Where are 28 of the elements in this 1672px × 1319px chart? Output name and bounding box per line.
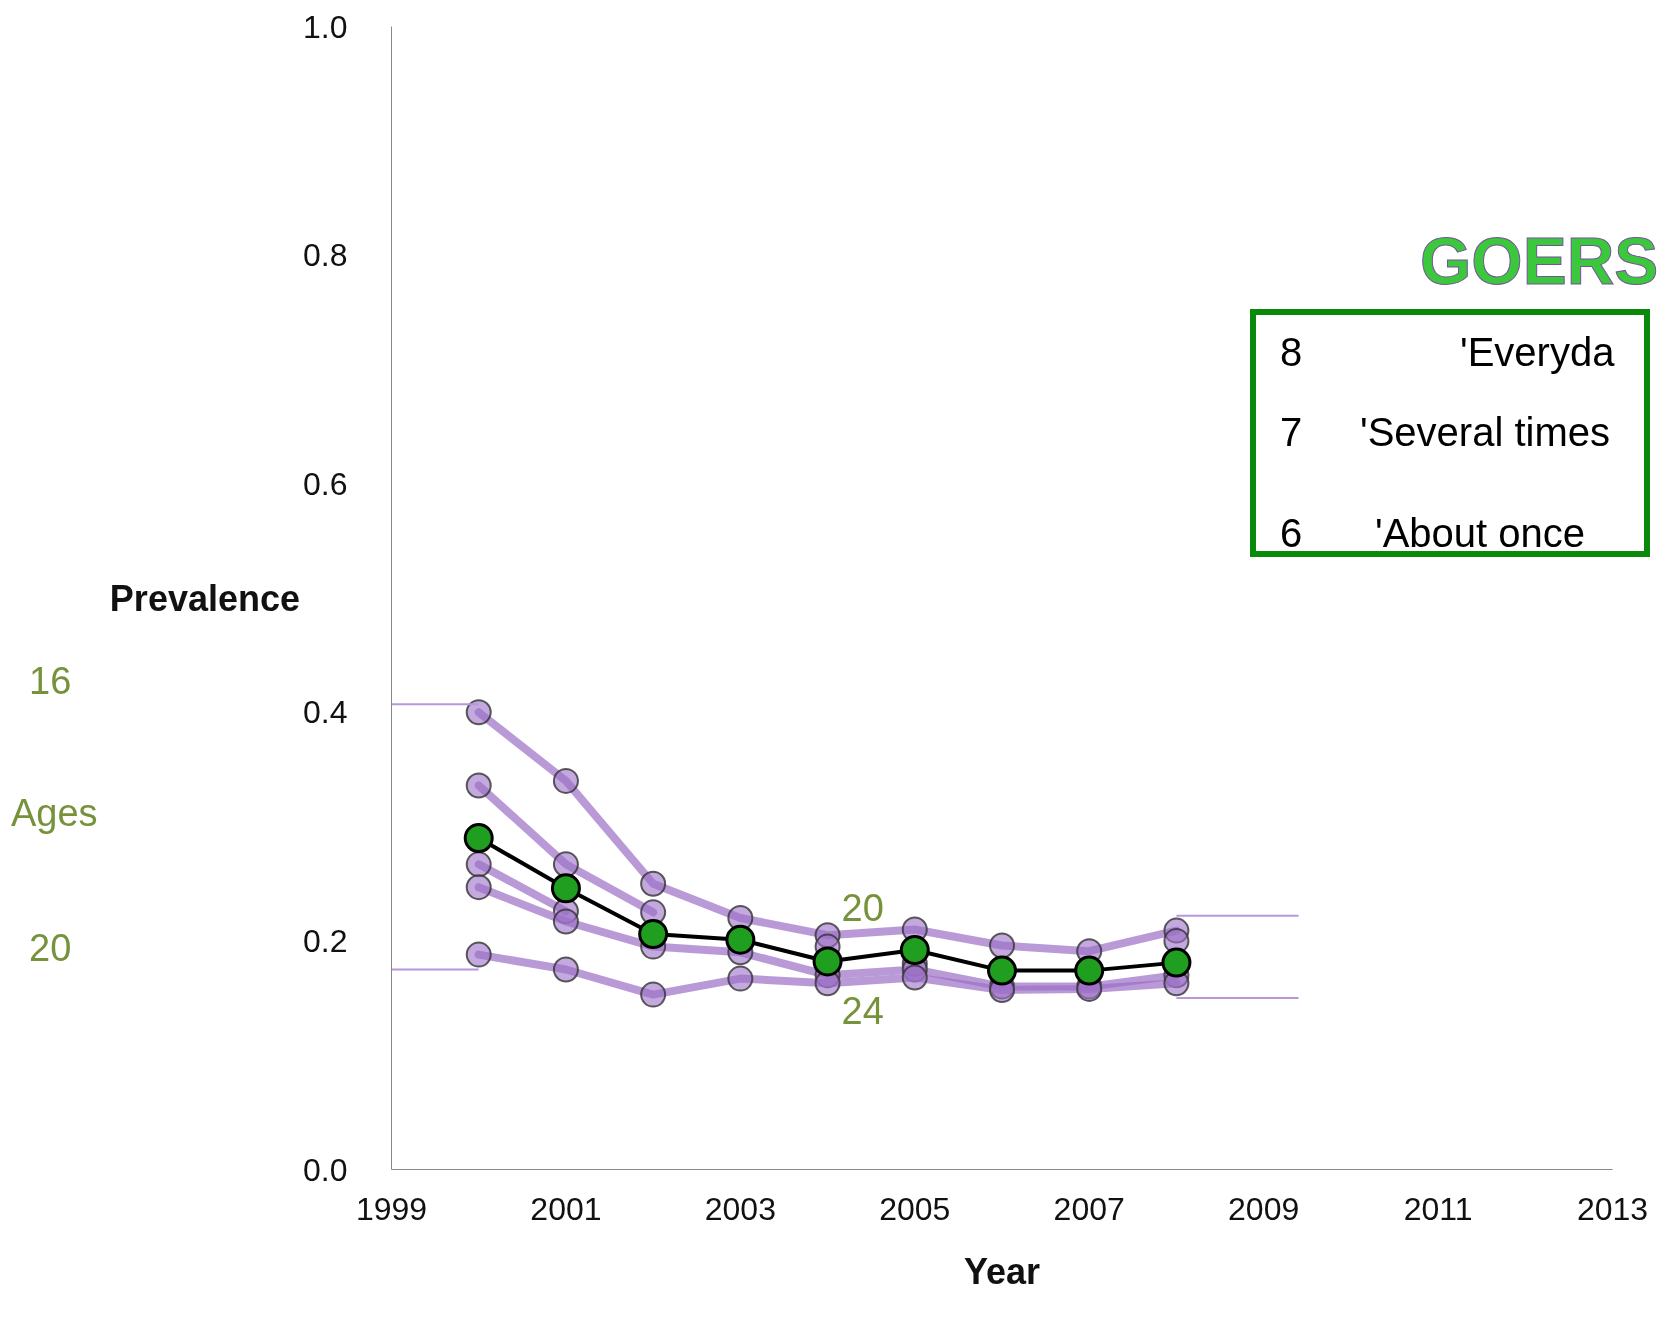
x-axis-title: Year [963, 1250, 1041, 1292]
annotation: 'Several times [1360, 410, 1610, 454]
x-tick-label: 1999 [355, 1190, 428, 1227]
annotation: 8 [1280, 330, 1303, 374]
text: Ages [11, 792, 98, 834]
y-axis-title: Prevalence [109, 577, 301, 619]
text: GOERS [1420, 224, 1659, 298]
y-tick-label: 0.6 [303, 465, 348, 502]
x-tick-label: 2003 [704, 1190, 776, 1227]
x-tick-label: 2009 [1228, 1190, 1300, 1227]
annotation: 'About once [1375, 511, 1586, 555]
annotation: 7 [1280, 410, 1303, 454]
x-tick-label: 2011 [1403, 1190, 1473, 1227]
annotation: 6 [1280, 511, 1303, 555]
x-tick-label: 2007 [1053, 1190, 1125, 1227]
x-tick-label: 2001 [530, 1190, 602, 1227]
y-tick-label: 0.4 [303, 694, 348, 731]
annotation: 20 [841, 887, 884, 930]
text: 20 [29, 927, 72, 969]
y-tick-label: 0.8 [303, 237, 348, 274]
text: 16 [29, 660, 72, 702]
annotation: 24 [841, 990, 884, 1033]
x-tick-label: 2005 [879, 1190, 951, 1227]
y-tick-label: 0.2 [303, 922, 348, 959]
y-tick-label: 1.0 [303, 8, 348, 45]
annotation: 'Everyda [1460, 330, 1615, 374]
y-tick-label: 0.0 [303, 1151, 348, 1188]
x-tick-label: 2013 [1576, 1190, 1649, 1227]
